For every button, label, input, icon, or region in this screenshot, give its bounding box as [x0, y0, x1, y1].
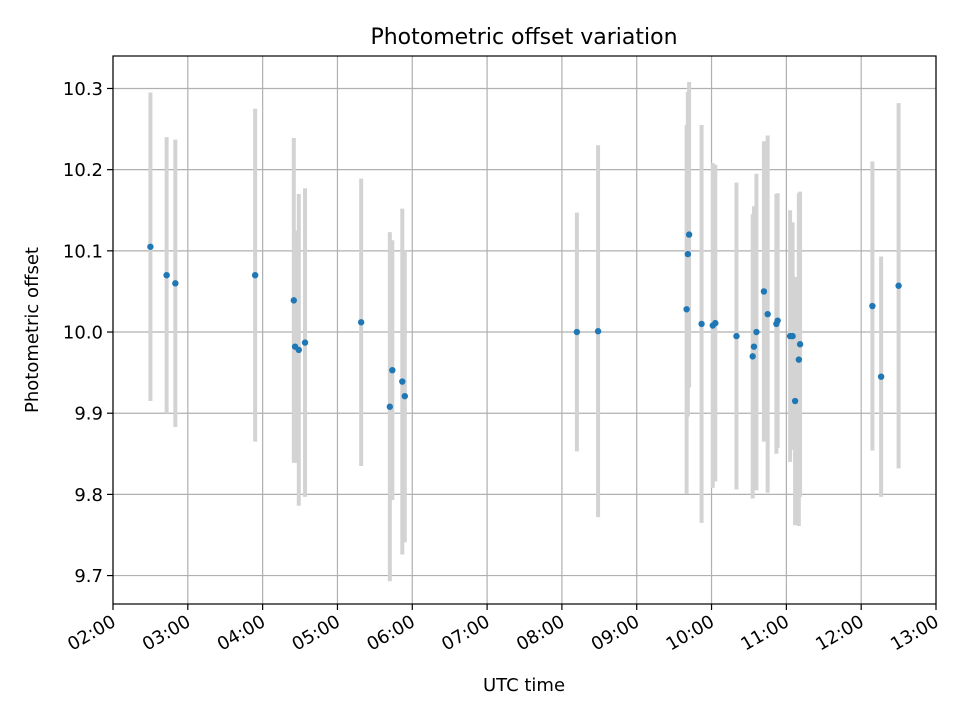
data-point — [698, 320, 705, 328]
x-axis-ticks: 02:00 03:00 04:00 05:00 06:00 07:00 08:00 09:00… — [64, 604, 943, 655]
data-point — [389, 366, 396, 374]
y-tick-label: 9.8 — [74, 485, 103, 506]
data-point — [789, 332, 796, 340]
data-point — [295, 346, 302, 354]
data-point — [795, 356, 803, 363]
data-point — [774, 317, 781, 324]
y-tick-label: 10.0 — [63, 323, 103, 344]
data-point — [712, 319, 719, 327]
data-point — [399, 378, 406, 385]
data-point — [895, 282, 902, 289]
data-point — [573, 328, 581, 336]
data-point — [163, 272, 170, 279]
data-point — [684, 250, 692, 258]
x-tick-label: 10:00 — [663, 611, 718, 655]
x-tick-label: 04:00 — [214, 611, 269, 655]
data-point — [594, 328, 602, 335]
data-point — [753, 328, 760, 336]
data-point — [877, 373, 885, 380]
plot-area-frame — [112, 55, 937, 605]
chart-title: Photometric offset variation — [370, 25, 677, 50]
data-point — [683, 306, 690, 313]
data-point — [290, 297, 298, 304]
x-tick-label: 02:00 — [64, 611, 119, 655]
y-tick-label: 10.3 — [63, 79, 103, 100]
data-point — [401, 392, 408, 400]
data-point — [869, 302, 876, 310]
data-point — [796, 341, 804, 348]
data-point — [733, 332, 740, 340]
y-axis-label: Photometric offset — [22, 247, 43, 413]
data-point — [147, 243, 154, 250]
data-points — [147, 231, 902, 410]
x-tick-label: 13:00 — [887, 611, 942, 655]
data-point — [685, 231, 693, 238]
y-axis-ticks: 9.7 9.8 9.9 10.0 10.1 10.2 10.3 — [63, 79, 113, 587]
data-point — [760, 288, 768, 295]
data-point — [301, 339, 309, 346]
y-tick-label: 9.7 — [74, 566, 103, 587]
data-point — [750, 343, 758, 350]
y-tick-label: 10.1 — [63, 241, 103, 262]
data-point — [251, 272, 259, 279]
data-point — [357, 319, 365, 326]
x-tick-label: 12:00 — [812, 611, 867, 655]
data-point — [791, 397, 799, 405]
x-tick-label: 06:00 — [363, 611, 418, 655]
x-tick-label: 09:00 — [588, 611, 643, 655]
x-tick-label: 05:00 — [289, 611, 344, 655]
x-axis-label: UTC time — [483, 675, 565, 696]
x-tick-label: 08:00 — [513, 611, 568, 655]
grid — [112, 56, 937, 604]
y-tick-label: 10.2 — [63, 160, 103, 181]
data-point — [386, 403, 394, 410]
x-tick-label: 11:00 — [737, 611, 792, 655]
x-tick-label: 03:00 — [139, 611, 194, 655]
x-tick-label: 07:00 — [438, 611, 493, 655]
data-point — [172, 280, 179, 287]
data-point — [764, 310, 771, 318]
y-tick-label: 9.9 — [74, 404, 103, 425]
data-point — [749, 353, 756, 360]
